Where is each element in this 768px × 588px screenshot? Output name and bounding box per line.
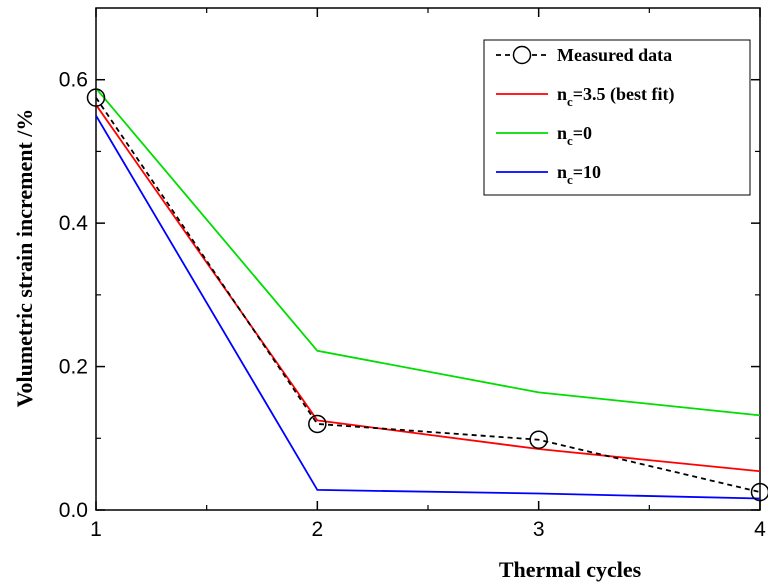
x-tick-label: 3 bbox=[533, 518, 545, 541]
legend-box bbox=[483, 39, 751, 196]
series-line-0 bbox=[95, 97, 761, 493]
y-tick-label: 0.4 bbox=[59, 212, 89, 235]
data-point bbox=[750, 482, 768, 502]
y-tick-label: 0.6 bbox=[59, 69, 88, 92]
data-point bbox=[308, 414, 327, 434]
x-tick-label: 2 bbox=[311, 518, 323, 541]
legend-label: nc=3.5 (best fit) bbox=[557, 84, 675, 109]
y-tick-label: 0.0 bbox=[59, 499, 88, 522]
series-line-1 bbox=[95, 104, 761, 473]
legend-label: nc=10 bbox=[557, 162, 601, 187]
series-layer bbox=[86, 87, 768, 502]
y-tick-label: 0.2 bbox=[59, 356, 88, 379]
x-tick-label: 1 bbox=[90, 518, 102, 541]
series-line-2 bbox=[95, 87, 761, 417]
legend-marker bbox=[512, 45, 532, 65]
axis-ticks: 1 2 3 4 0.0 0.2 0.4 0.6 bbox=[59, 8, 766, 541]
x-tick-label: 4 bbox=[754, 518, 766, 541]
x-axis-title: Thermal cycles bbox=[499, 557, 642, 582]
data-point bbox=[86, 88, 106, 107]
legend: Measured data nc=3.5 (best fit) nc=0 nc=10 bbox=[483, 39, 751, 196]
legend-label: Measured data bbox=[557, 45, 672, 65]
y-axis-title: Volumetric strain increment /% bbox=[12, 109, 37, 408]
data-point bbox=[529, 430, 548, 449]
series-line-3 bbox=[95, 115, 761, 500]
legend-label: nc=0 bbox=[557, 123, 592, 148]
